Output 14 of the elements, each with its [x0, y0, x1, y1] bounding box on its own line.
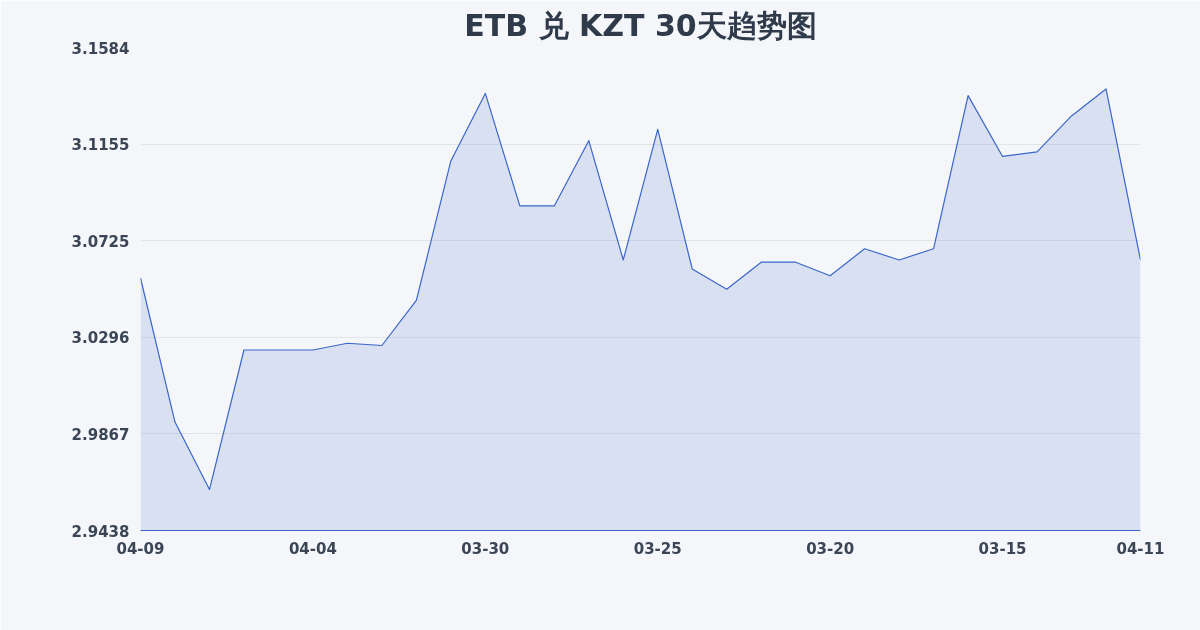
x-tick-label: 04-11	[1116, 539, 1165, 558]
x-tick-label: 03-25	[633, 539, 682, 558]
x-tick-label: 03-15	[978, 539, 1027, 558]
y-tick-label: 2.9438	[71, 522, 130, 541]
y-tick-label: 3.1155	[71, 136, 130, 155]
x-tick-label: 03-20	[806, 539, 855, 558]
y-tick-label: 3.1584	[71, 39, 130, 58]
x-tick-label: 04-09	[116, 539, 165, 558]
x-tick-label: 03-30	[461, 539, 510, 558]
y-tick-label: 3.0296	[71, 329, 130, 348]
x-tick-label: 04-04	[288, 539, 337, 558]
y-tick-label: 2.9867	[71, 425, 130, 444]
chart-title: ETB 兑 KZT 30天趋势图	[464, 7, 817, 43]
y-tick-label: 3.0725	[71, 232, 130, 251]
